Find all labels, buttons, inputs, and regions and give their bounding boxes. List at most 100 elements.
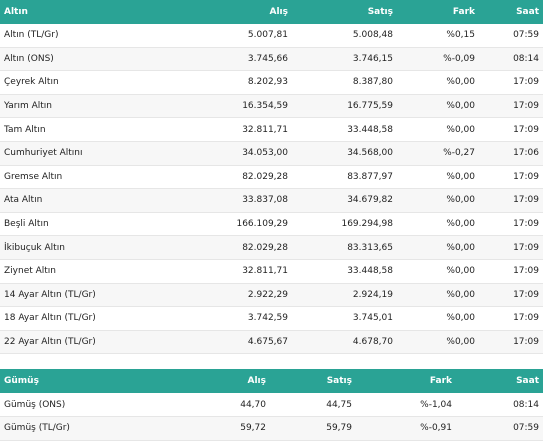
silver-header-time: Saat xyxy=(452,369,543,394)
gold-row: İkibuçuk Altın 82.029,28 83.313,65 %0,00 17:… xyxy=(0,235,543,260)
gold-cell-sell: 33.448,58 xyxy=(288,117,393,142)
silver-header-buy: Alış xyxy=(170,369,266,394)
gold-cell-change: %0,00 xyxy=(393,212,475,237)
gold-row: Çeyrek Altın 8.202,93 8.387,80 %0,00 17:09 xyxy=(0,70,543,95)
gold-cell-name: 22 Ayar Altın (TL/Gr) xyxy=(0,330,170,355)
gold-cell-sell: 3.745,01 xyxy=(288,306,393,331)
silver-cell-name: Gümüş (TL/Gr) xyxy=(0,416,170,441)
gold-cell-name: Altın (TL/Gr) xyxy=(0,24,170,48)
gold-cell-sell: 83.313,65 xyxy=(288,235,393,260)
gold-cell-sell: 5.008,48 xyxy=(288,24,393,48)
gold-cell-name: İkibuçuk Altın xyxy=(0,235,170,260)
silver-cell-change: %-1,04 xyxy=(352,393,452,417)
gold-cell-sell: 3.746,15 xyxy=(288,47,393,72)
gold-cell-name: Tam Altın xyxy=(0,117,170,142)
silver-cell-change: %-0,91 xyxy=(352,416,452,441)
gold-cell-sell: 4.678,70 xyxy=(288,330,393,355)
gold-cell-name: Ata Altın xyxy=(0,188,170,213)
table-spacer xyxy=(0,354,543,369)
gold-row: Cumhuriyet Altını 34.053,00 34.568,00 %-0,2… xyxy=(0,141,543,166)
gold-cell-time: 17:09 xyxy=(475,188,543,213)
gold-cell-buy: 82.029,28 xyxy=(170,165,288,190)
gold-cell-buy: 3.742,59 xyxy=(170,306,288,331)
gold-cell-sell: 83.877,97 xyxy=(288,165,393,190)
silver-header-name: Gümüş xyxy=(0,369,170,394)
gold-cell-change: %0,00 xyxy=(393,70,475,95)
silver-cell-sell: 44,75 xyxy=(266,393,352,417)
gold-cell-buy: 82.029,28 xyxy=(170,235,288,260)
gold-cell-time: 17:09 xyxy=(475,235,543,260)
gold-cell-buy: 32.811,71 xyxy=(170,259,288,284)
silver-cell-time: 07:59 xyxy=(452,416,543,441)
gold-cell-sell: 16.775,59 xyxy=(288,94,393,119)
silver-cell-buy: 59,72 xyxy=(170,416,266,441)
silver-cell-sell: 59,79 xyxy=(266,416,352,441)
gold-cell-name: Cumhuriyet Altını xyxy=(0,141,170,166)
gold-cell-name: Gremse Altın xyxy=(0,165,170,190)
gold-header-time: Saat xyxy=(475,0,543,24)
silver-row: Gümüş (TL/Gr) 59,72 59,79 %-0,91 07:59 xyxy=(0,416,543,441)
gold-cell-name: Ziynet Altın xyxy=(0,259,170,284)
gold-cell-time: 17:09 xyxy=(475,212,543,237)
gold-cell-sell: 34.679,82 xyxy=(288,188,393,213)
silver-cell-name: Gümüş (ONS) xyxy=(0,393,170,417)
gold-cell-change: %0,00 xyxy=(393,306,475,331)
gold-cell-name: 14 Ayar Altın (TL/Gr) xyxy=(0,283,170,308)
gold-row: 18 Ayar Altın (TL/Gr) 3.742,59 3.745,01 %0,… xyxy=(0,306,543,331)
gold-cell-time: 17:09 xyxy=(475,94,543,119)
silver-header-row: Gümüş Alış Satış Fark Saat xyxy=(0,369,543,394)
gold-cell-time: 17:09 xyxy=(475,165,543,190)
silver-cell-buy: 44,70 xyxy=(170,393,266,417)
silver-header-sell: Satış xyxy=(266,369,352,394)
gold-cell-name: Altın (ONS) xyxy=(0,47,170,72)
gold-cell-time: 17:09 xyxy=(475,330,543,355)
gold-cell-time: 17:06 xyxy=(475,141,543,166)
gold-header-buy: Alış xyxy=(170,0,288,24)
gold-row: Beşli Altın 166.109,29 169.294,98 %0,00 17:0… xyxy=(0,212,543,237)
gold-header-row: Altın Alış Satış Fark Saat xyxy=(0,0,543,24)
gold-cell-change: %0,15 xyxy=(393,24,475,48)
gold-cell-buy: 32.811,71 xyxy=(170,117,288,142)
gold-cell-change: %-0,27 xyxy=(393,141,475,166)
gold-cell-time: 17:09 xyxy=(475,283,543,308)
gold-cell-buy: 33.837,08 xyxy=(170,188,288,213)
gold-cell-name: Beşli Altın xyxy=(0,212,170,237)
gold-row: Yarım Altın 16.354,59 16.775,59 %0,00 17:09 xyxy=(0,94,543,119)
gold-cell-time: 17:09 xyxy=(475,70,543,95)
gold-cell-change: %0,00 xyxy=(393,259,475,284)
gold-row: Tam Altın 32.811,71 33.448,58 %0,00 17:09 xyxy=(0,117,543,142)
gold-cell-change: %-0,09 xyxy=(393,47,475,72)
gold-cell-name: Çeyrek Altın xyxy=(0,70,170,95)
gold-cell-time: 17:09 xyxy=(475,259,543,284)
gold-cell-buy: 16.354,59 xyxy=(170,94,288,119)
gold-cell-change: %0,00 xyxy=(393,283,475,308)
gold-row: 14 Ayar Altın (TL/Gr) 2.922,29 2.924,19 %0,… xyxy=(0,283,543,308)
gold-cell-change: %0,00 xyxy=(393,94,475,119)
gold-cell-buy: 8.202,93 xyxy=(170,70,288,95)
gold-cell-time: 17:09 xyxy=(475,117,543,142)
silver-price-table: Gümüş Alış Satış Fark Saat Gümüş (ONS) 44… xyxy=(0,369,543,441)
gold-cell-buy: 34.053,00 xyxy=(170,141,288,166)
gold-cell-name: Yarım Altın xyxy=(0,94,170,119)
gold-cell-change: %0,00 xyxy=(393,117,475,142)
gold-row: Ziynet Altın 32.811,71 33.448,58 %0,00 17:09 xyxy=(0,259,543,284)
gold-header-name: Altın xyxy=(0,0,170,24)
gold-row: Altın (TL/Gr) 5.007,81 5.008,48 %0,15 07:59 xyxy=(0,24,543,48)
gold-cell-sell: 169.294,98 xyxy=(288,212,393,237)
gold-cell-buy: 2.922,29 xyxy=(170,283,288,308)
gold-cell-sell: 2.924,19 xyxy=(288,283,393,308)
gold-header-sell: Satış xyxy=(288,0,393,24)
silver-header-change: Fark xyxy=(352,369,452,394)
gold-cell-time: 08:14 xyxy=(475,47,543,72)
gold-cell-change: %0,00 xyxy=(393,165,475,190)
gold-cell-change: %0,00 xyxy=(393,188,475,213)
gold-cell-buy: 5.007,81 xyxy=(170,24,288,48)
gold-header-change: Fark xyxy=(393,0,475,24)
silver-cell-time: 08:14 xyxy=(452,393,543,417)
gold-cell-buy: 3.745,66 xyxy=(170,47,288,72)
gold-cell-buy: 4.675,67 xyxy=(170,330,288,355)
gold-cell-change: %0,00 xyxy=(393,330,475,355)
silver-row: Gümüş (ONS) 44,70 44,75 %-1,04 08:14 xyxy=(0,393,543,417)
gold-cell-sell: 34.568,00 xyxy=(288,141,393,166)
gold-cell-change: %0,00 xyxy=(393,235,475,260)
